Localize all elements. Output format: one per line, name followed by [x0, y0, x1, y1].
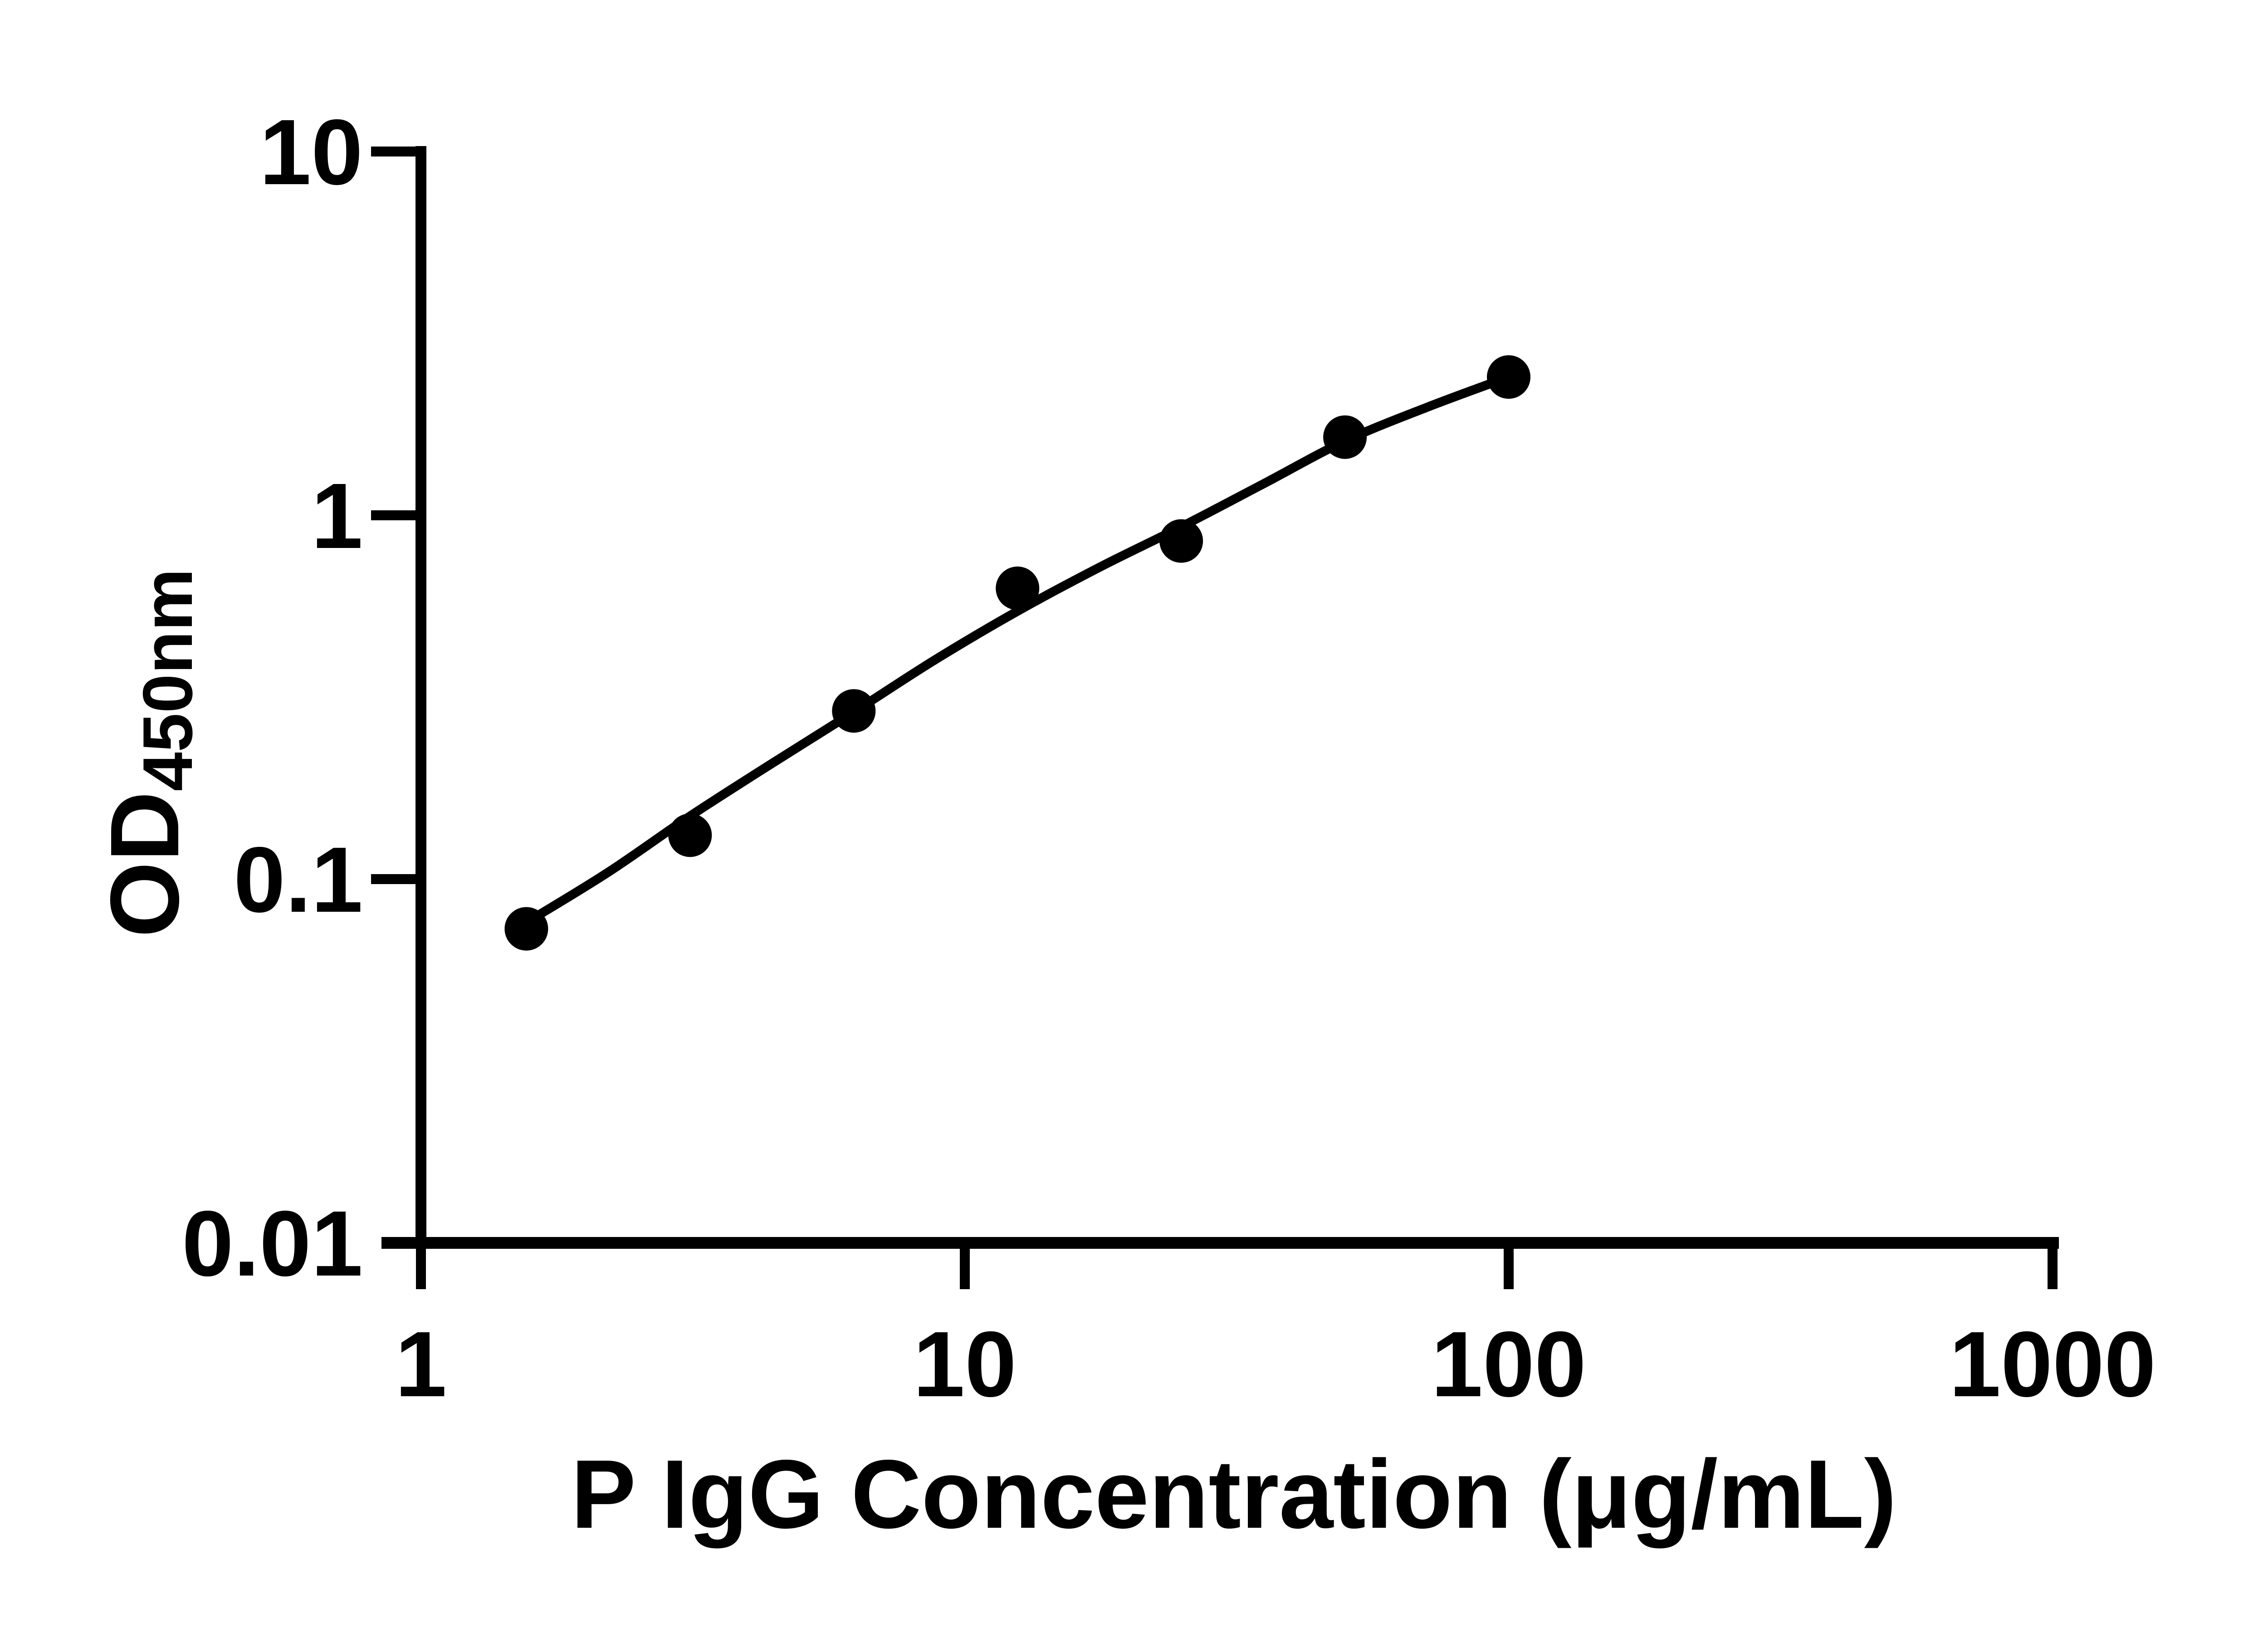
axes [371, 146, 2059, 1289]
tick-labels: 10 1 0.1 0.01 1 10 100 1000 [182, 100, 2156, 1416]
x-tick-label: 1 [395, 1312, 447, 1416]
y-tick-label: 0.1 [234, 828, 363, 932]
x-tick-label: 10 [913, 1312, 1017, 1416]
data-point [1159, 519, 1203, 563]
data-point [832, 689, 876, 733]
y-axis-title-subscript: 450nm [128, 568, 207, 791]
data-point [1323, 415, 1367, 459]
y-tick-label: 10 [259, 100, 363, 204]
y-axis-title-main: OD [90, 791, 199, 938]
data-point [1487, 355, 1530, 399]
y-axis-title: OD450nm [90, 568, 207, 938]
data-point [668, 813, 712, 857]
data-point [504, 907, 548, 951]
y-tick-label: 0.01 [182, 1192, 363, 1296]
plot-series [504, 355, 1530, 951]
data-point [996, 566, 1040, 610]
x-axis-title: P IgG Concentration (μg/mL) [571, 1439, 1897, 1549]
x-tick-label: 1000 [1949, 1312, 2156, 1416]
x-tick-label: 100 [1431, 1312, 1586, 1416]
y-tick-label: 1 [311, 464, 363, 568]
